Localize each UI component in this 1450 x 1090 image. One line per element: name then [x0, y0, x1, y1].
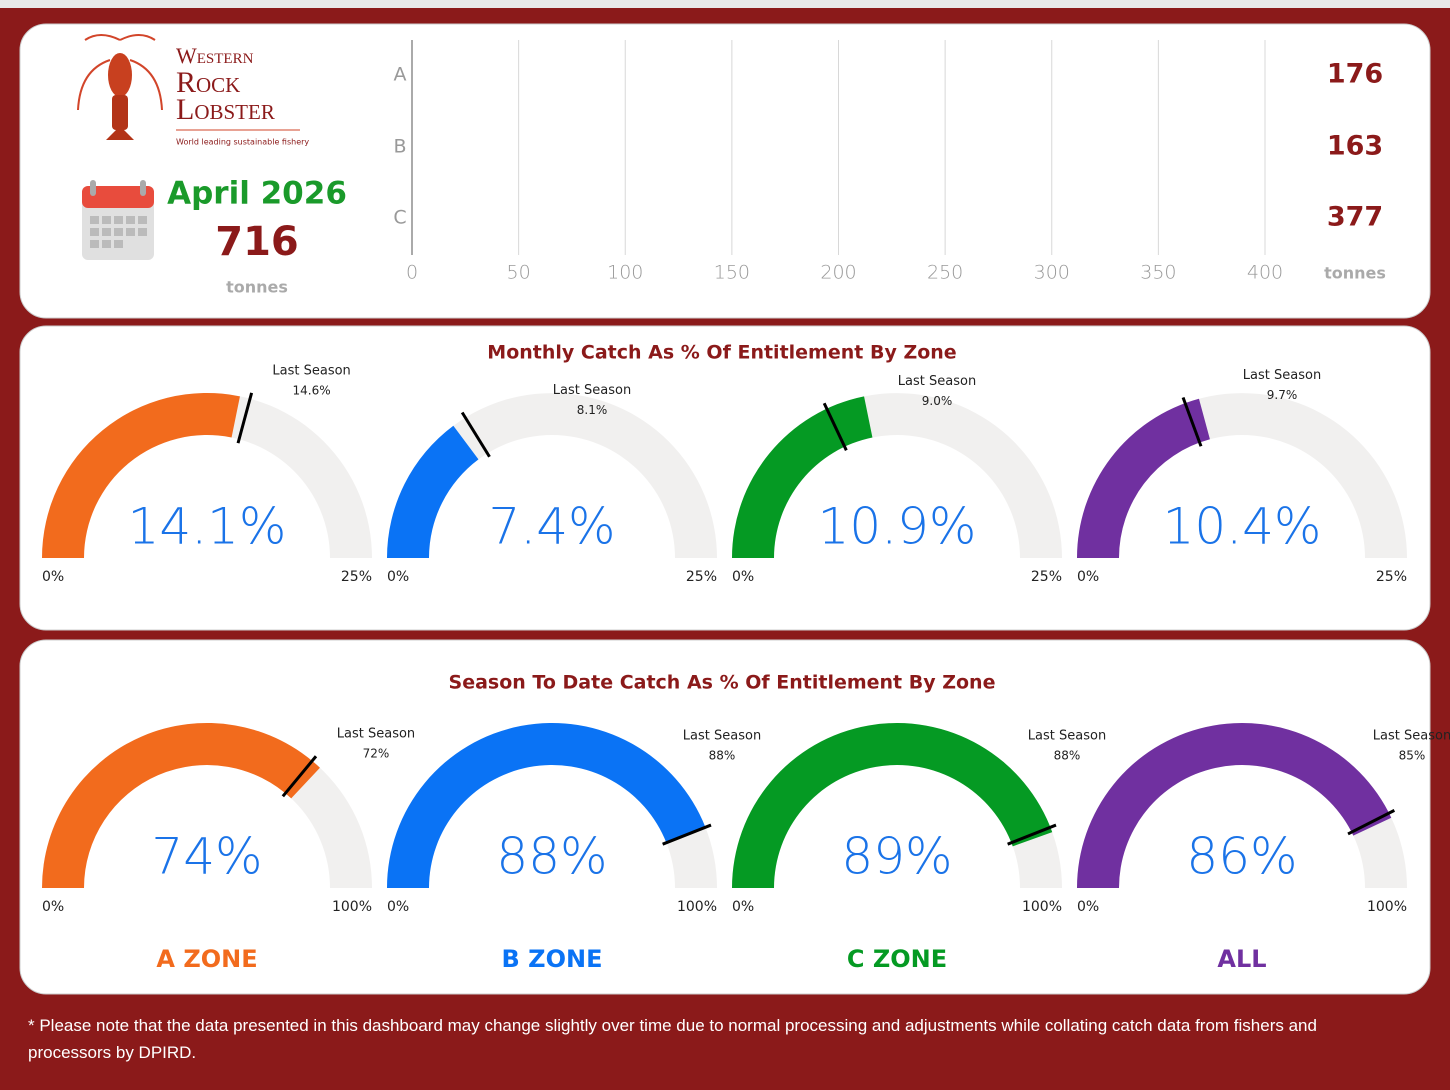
gauge-tick-label: 0% [1077, 899, 1099, 915]
x-tick-label: 250 [927, 262, 963, 284]
chart-title: Monthly Catch As % Of Entitlement By Zon… [487, 342, 956, 364]
target-label: 72% [363, 747, 390, 761]
target-label: 9.7% [1267, 388, 1298, 402]
target-name: Last Season [898, 374, 976, 389]
target-name: Last Season [683, 729, 761, 744]
logo-text: Lobster [176, 93, 275, 126]
gauge-value-label: 7.4% [488, 498, 615, 556]
total: 716 [215, 219, 299, 265]
target-label: 88% [1054, 749, 1081, 763]
gauge-tick-label: 0% [387, 899, 409, 915]
target-line [822, 402, 848, 451]
gauge-value-label: 89% [841, 828, 952, 886]
gauge-value-label: 10.9% [818, 498, 977, 556]
target-line [662, 823, 712, 846]
gauge-value-label: 88% [496, 828, 607, 886]
logo-text: Western [176, 43, 254, 68]
x-tick-label: 50 [507, 262, 531, 284]
zone-label: A ZONE [156, 945, 257, 973]
zone-label: C ZONE [847, 945, 947, 973]
gauge-value [1077, 398, 1210, 558]
target-label: 88% [709, 749, 736, 763]
gauge-tick-label: 25% [1031, 569, 1062, 585]
logo: Western Rock Lobster World leading susta… [77, 34, 309, 147]
target-name: Last Season [1028, 729, 1106, 744]
gauge-value [732, 723, 1053, 888]
target-label: 9.0% [922, 394, 953, 408]
target-name: Last Season [553, 383, 631, 398]
gauge-tick-label: 100% [1367, 899, 1407, 915]
gauge-tick-label: 25% [341, 569, 372, 585]
target-label: 14.6% [293, 383, 331, 397]
gauge-value-label: 74% [151, 828, 262, 886]
chart-title: Season To Date Catch As % Of Entitlement… [449, 672, 996, 694]
target-line [236, 392, 254, 444]
gauge-tick-label: 100% [677, 899, 717, 915]
gauge-value-label: 86% [1186, 828, 1297, 886]
x-tick-label: 350 [1140, 262, 1176, 284]
gauge-tick-label: 100% [332, 899, 372, 915]
target-name: Last Season [272, 363, 350, 378]
logo-tagline: World leading sustainable fishery [176, 138, 309, 147]
target-label: 8.1% [577, 403, 608, 417]
x-tick-label: 200 [820, 262, 856, 284]
gauge-tick-label: 0% [42, 569, 64, 585]
gauge-value-label: 10.4% [1163, 498, 1322, 556]
gauge-tick-label: 0% [1077, 569, 1099, 585]
panel [19, 23, 1431, 319]
footnote: * Please note that the data presented in… [28, 1016, 1317, 1062]
x-tick-label: 0 [406, 262, 418, 284]
gauge-value [387, 425, 479, 558]
gauge-value [42, 723, 320, 888]
gauge-value-label: 14.1% [128, 498, 287, 556]
gauge-tick-label: 25% [1376, 569, 1407, 585]
target-name: Last Season [337, 727, 415, 742]
calendar-icon [82, 180, 154, 260]
top-strip [0, 0, 1450, 8]
gauge-tick-label: 25% [686, 569, 717, 585]
gauge-tick-label: 0% [732, 899, 754, 915]
x-tick-label: 100 [607, 262, 643, 284]
gauge-tick-label: 0% [732, 569, 754, 585]
gauge-value [42, 392, 240, 558]
pictogram-bar [412, 125, 760, 169]
x-tick-label: 400 [1247, 262, 1283, 284]
logo-text: Rock [176, 66, 240, 99]
target-line [1007, 823, 1057, 846]
pictogram-bar [412, 196, 1216, 240]
target-line [1181, 396, 1203, 447]
month: April 2026 [167, 176, 347, 212]
value-label: 377 [1327, 202, 1383, 233]
gauge-tick-label: 0% [42, 899, 64, 915]
gauge-value [1077, 723, 1392, 888]
unit-label: tonnes [1324, 264, 1386, 283]
gauge-tick-label: 0% [387, 569, 409, 585]
target-label: 85% [1399, 749, 1426, 763]
y-tick-label: A [394, 64, 407, 86]
zone-label: ALL [1217, 945, 1266, 973]
gauge-value [732, 396, 873, 558]
target-line [281, 755, 318, 798]
target-name: Last Season [1243, 368, 1321, 383]
gauge-value [387, 723, 706, 888]
value-label: 176 [1327, 59, 1383, 90]
panel [19, 325, 1431, 631]
y-tick-label: B [393, 136, 406, 158]
zone-label: B ZONE [502, 945, 603, 973]
x-tick-label: 150 [714, 262, 750, 284]
gauge-tick-label: 100% [1022, 899, 1062, 915]
x-tick-label: 300 [1034, 262, 1070, 284]
gauge-track [387, 393, 717, 558]
y-tick-label: C [393, 207, 406, 229]
dashboard: Western Rock Lobster World leading susta… [0, 0, 1450, 995]
value-label: 163 [1327, 131, 1383, 162]
total-unit: tonnes [226, 278, 288, 297]
target-line [460, 411, 491, 458]
target-line [1347, 809, 1396, 836]
target-name: Last Season [1373, 729, 1450, 744]
panel [19, 639, 1431, 995]
pictogram-bar [412, 53, 788, 97]
